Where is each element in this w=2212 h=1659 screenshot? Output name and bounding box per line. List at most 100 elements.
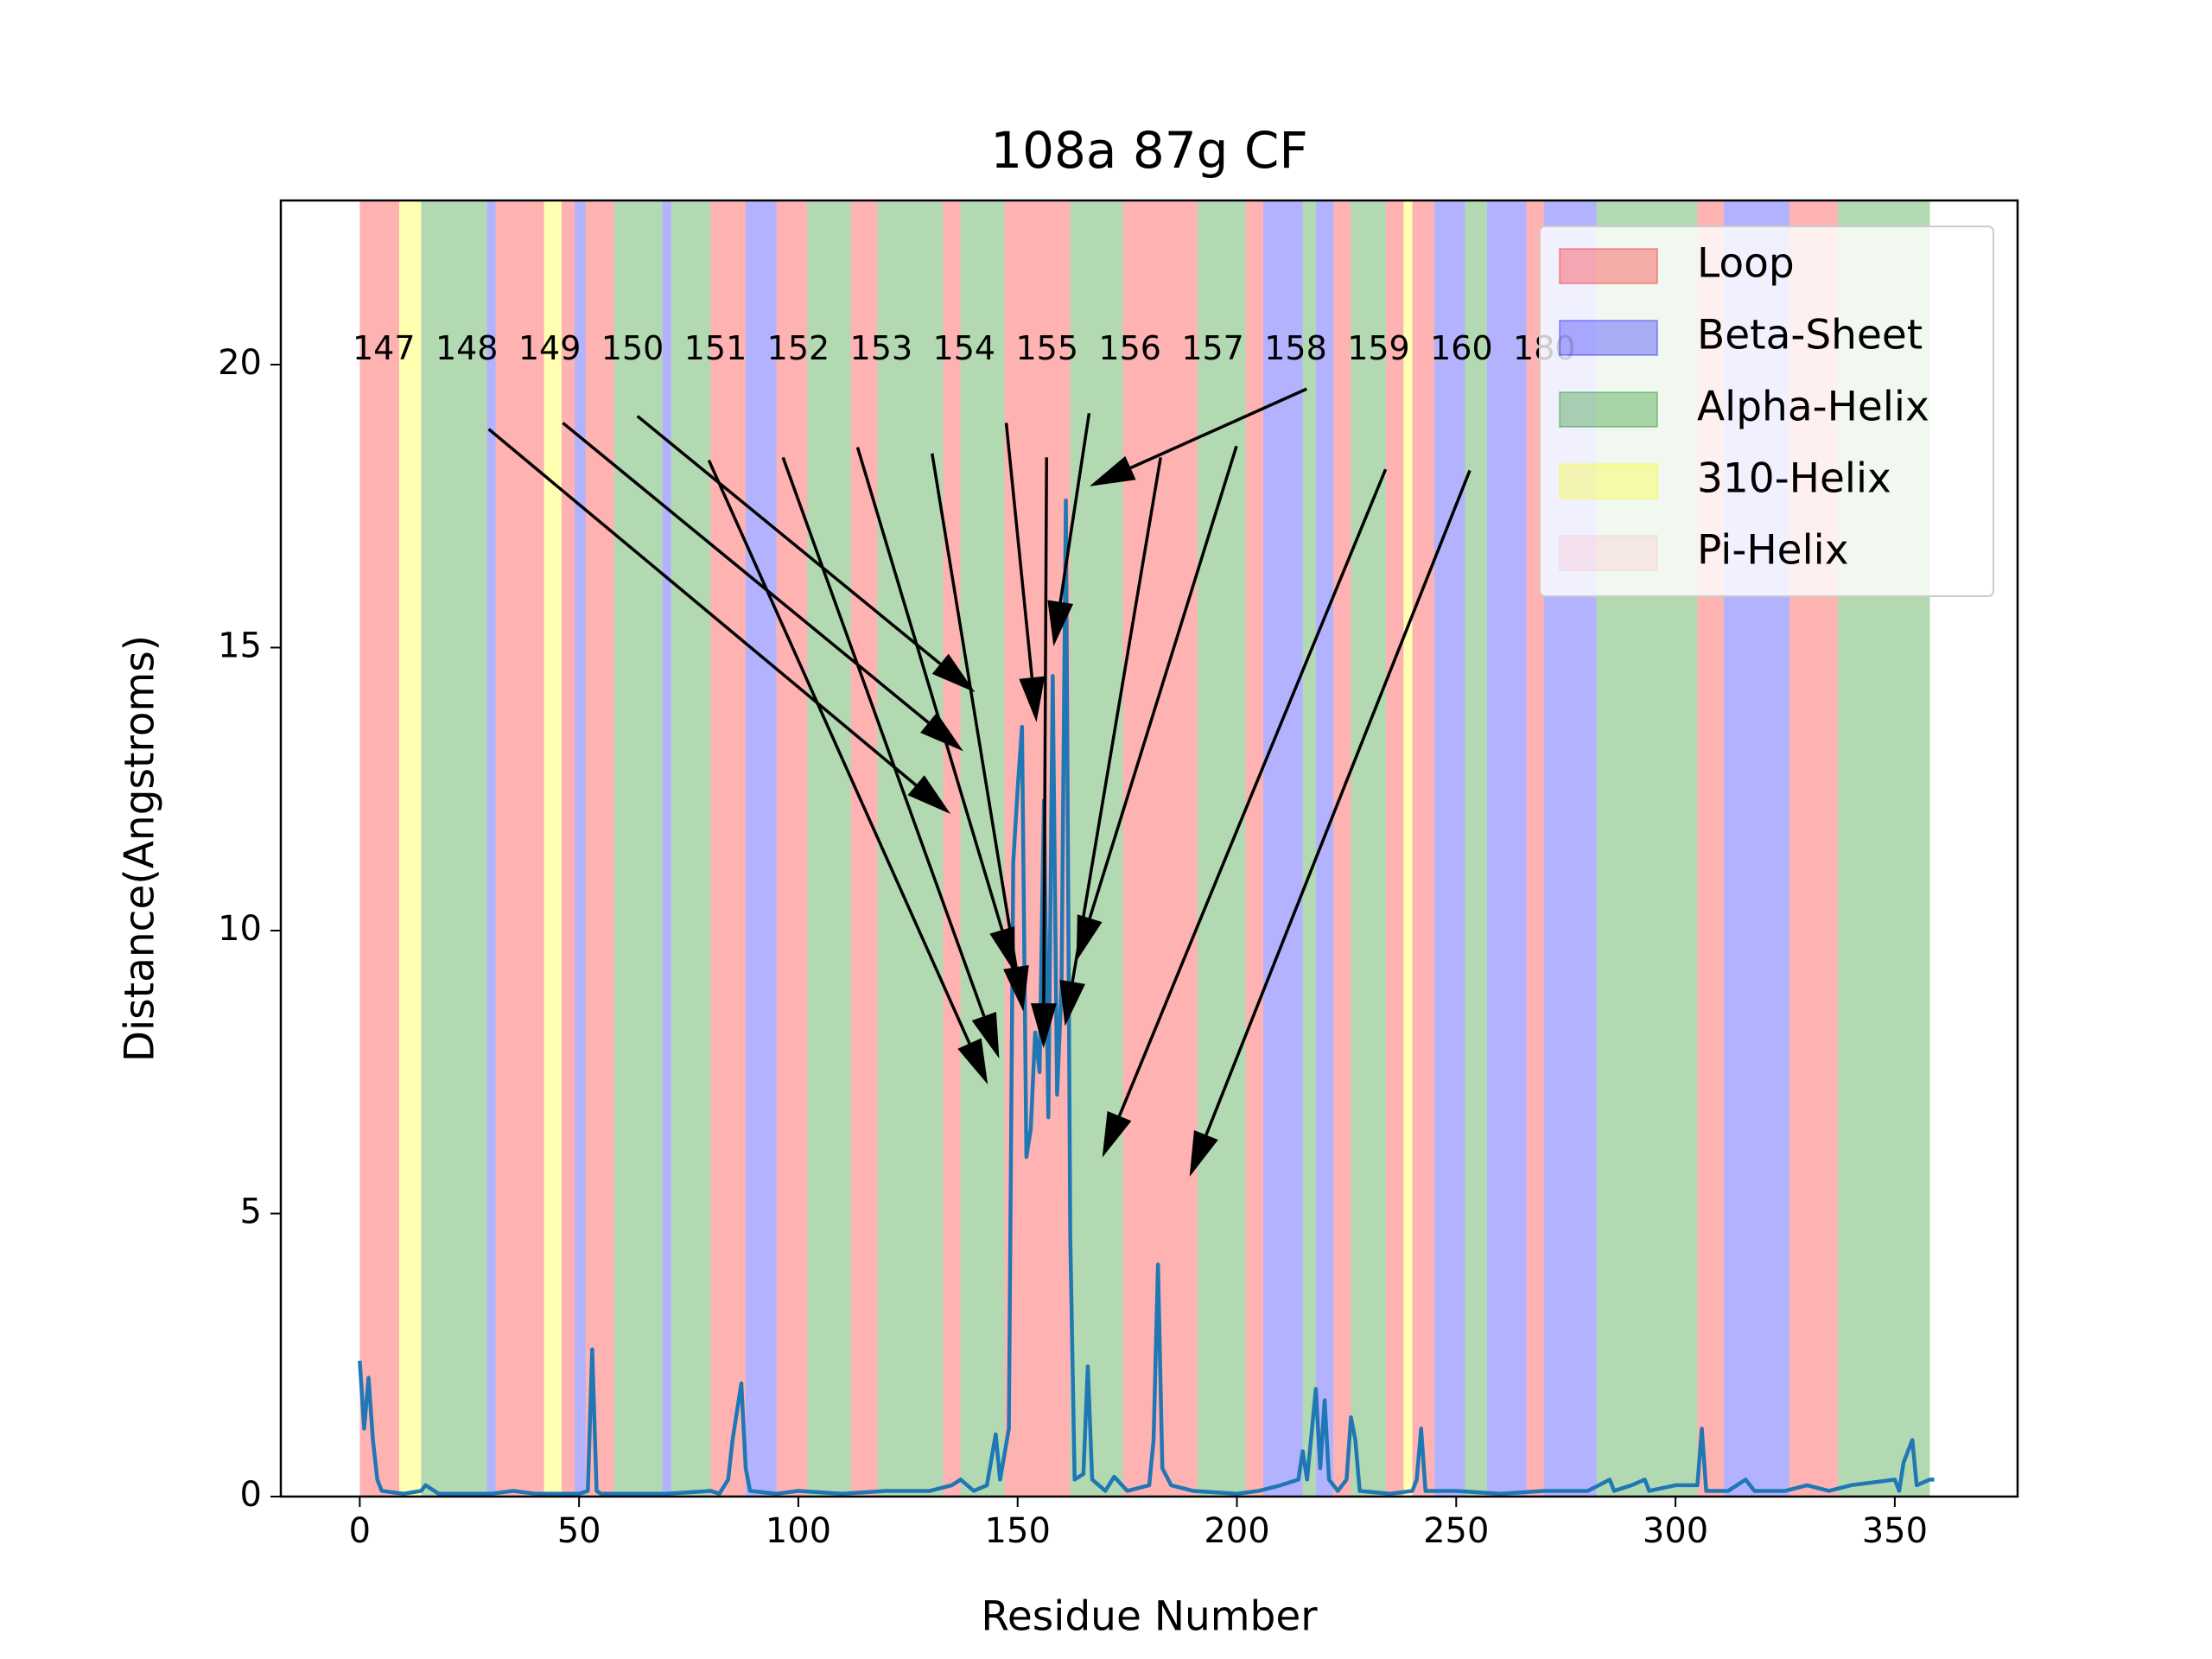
legend-swatch [1559, 535, 1658, 571]
annotation-label: 158 [1264, 329, 1327, 367]
annotation-arrow [1004, 423, 1034, 678]
structure-span [1465, 200, 1487, 1497]
annotation-arrow [1088, 445, 1238, 919]
structure-span [746, 200, 777, 1497]
annotation-label: 153 [850, 329, 913, 367]
legend-label: 310-Helix [1697, 455, 1891, 503]
legend-label: Beta-Sheet [1697, 312, 1923, 359]
legend-swatch [1559, 320, 1658, 356]
annotation-arrow [1117, 468, 1388, 1117]
structure-span [421, 200, 487, 1497]
annotation-arrow [707, 459, 971, 1045]
annotation-arrow [781, 456, 986, 1017]
structure-span [1197, 200, 1246, 1497]
arrow-head [1089, 455, 1136, 486]
structure-span [1386, 200, 1404, 1497]
y-tick-label: 20 [218, 343, 262, 383]
annotation-label: 155 [1015, 329, 1078, 367]
legend-label: Pi-Helix [1697, 527, 1849, 575]
annotation-arrow [636, 415, 942, 665]
x-tick-label: 300 [1643, 1511, 1708, 1551]
annotation-label: 149 [518, 329, 582, 367]
structure-span [399, 200, 422, 1497]
structure-span [1412, 200, 1434, 1497]
arrow-head [1003, 964, 1029, 1012]
annotation-arrow [1058, 413, 1091, 603]
structure-span [1486, 200, 1527, 1497]
arrow-head [1047, 600, 1074, 647]
structure-span [1070, 200, 1123, 1497]
annotation-label: 154 [933, 329, 996, 367]
arrow-head [1059, 979, 1085, 1027]
structure-span [1333, 200, 1351, 1497]
annotation-label: 159 [1347, 329, 1410, 367]
legend-swatch [1559, 463, 1658, 499]
structure-span [585, 200, 614, 1497]
x-tick-label: 250 [1423, 1511, 1489, 1551]
structure-span [1351, 200, 1387, 1497]
legend-swatch [1559, 391, 1658, 428]
structure-span [486, 200, 496, 1497]
structure-span [807, 200, 851, 1497]
annotation-label: 156 [1098, 329, 1161, 367]
legend-label: Loop [1697, 240, 1795, 288]
structure-span [850, 200, 878, 1497]
annotation-arrow [1042, 457, 1048, 1004]
annotation-arrow [1129, 387, 1307, 470]
arrow-head [971, 1012, 1000, 1059]
x-tick-label: 0 [349, 1511, 371, 1551]
structure-span [1315, 200, 1334, 1497]
structure-span [1302, 200, 1316, 1497]
structure-span [561, 200, 575, 1497]
annotation-label: 150 [601, 329, 664, 367]
x-tick-label: 150 [985, 1511, 1051, 1551]
arrow-head [989, 925, 1015, 974]
y-tick-label: 5 [240, 1192, 262, 1231]
annotation-arrow [1205, 469, 1471, 1136]
annotation-label: 157 [1181, 329, 1244, 367]
annotation-arrow [487, 428, 918, 787]
x-axis-label: Residue Number [981, 1593, 1318, 1641]
x-tick-label: 350 [1862, 1511, 1928, 1551]
chart-title: 108a 87g CF [990, 121, 1308, 180]
arrow-head [907, 775, 951, 815]
annotation-label: 147 [353, 329, 416, 367]
structure-span [662, 200, 671, 1497]
structure-span [543, 200, 562, 1497]
plot-frame [279, 199, 2019, 1498]
y-tick-label: 10 [218, 909, 262, 949]
structure-span [359, 200, 400, 1497]
arrow-head [957, 1038, 988, 1085]
annotation-arrow [855, 447, 1004, 931]
annotation-arrow [1071, 457, 1162, 982]
data-line [358, 498, 1935, 1496]
arrow-head [1076, 914, 1103, 962]
structure-span [1403, 200, 1413, 1497]
structure-span [1245, 200, 1263, 1497]
y-axis-label: Distance(Angstroms) [117, 635, 164, 1062]
y-tick-label: 15 [218, 626, 262, 665]
x-tick-label: 200 [1204, 1511, 1269, 1551]
annotation-arrow [931, 453, 1018, 968]
x-tick-label: 50 [557, 1511, 601, 1551]
arrow-head [1019, 676, 1046, 722]
structure-span [575, 200, 586, 1497]
annotation-label: 160 [1430, 329, 1493, 367]
arrow-head [931, 653, 976, 693]
x-tick-label: 100 [766, 1511, 831, 1551]
y-tick-label: 0 [240, 1475, 262, 1515]
structure-span [943, 200, 961, 1497]
structure-span [495, 200, 544, 1497]
structure-span [1433, 200, 1465, 1497]
annotation-label: 148 [435, 329, 499, 367]
structure-span [710, 200, 747, 1497]
structure-span [1262, 200, 1303, 1497]
arrow-head [1102, 1110, 1132, 1158]
annotation-arrow [562, 422, 930, 724]
annotation-label: 151 [684, 329, 747, 367]
arrow-head [1189, 1130, 1218, 1177]
legend-swatch [1559, 248, 1658, 284]
structure-span [877, 200, 944, 1497]
structure-span [671, 200, 711, 1497]
annotation-label: 152 [767, 329, 830, 367]
